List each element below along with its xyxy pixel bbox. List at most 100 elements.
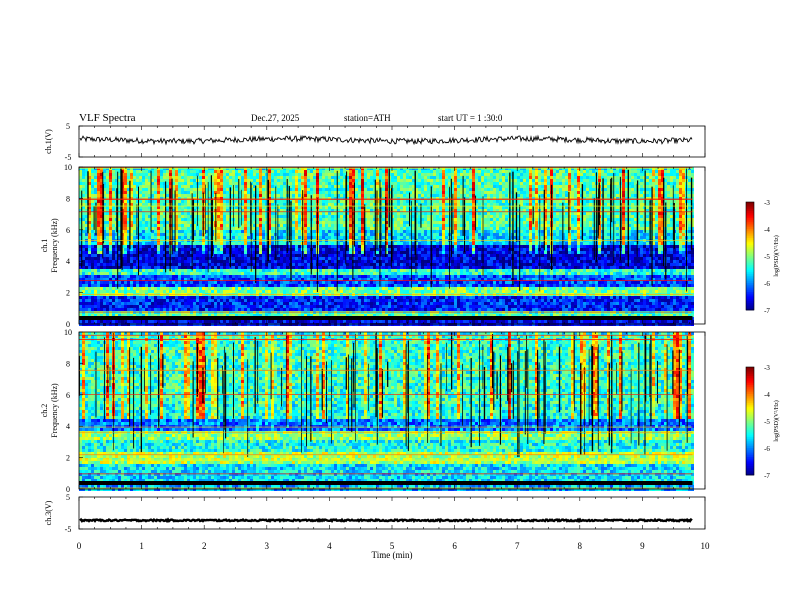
ch1-spectrogram-cell — [310, 185, 313, 188]
ch1-spectrogram-cell — [346, 305, 349, 308]
ch1-spectrogram-cell — [88, 233, 91, 236]
ch1-spectrogram-cell — [91, 278, 94, 281]
ch1-spectrogram-cell — [142, 245, 145, 248]
ch1-spectrogram-cell — [298, 218, 301, 221]
ch1-spectrogram-cell — [283, 311, 286, 314]
ch1-spectrogram-cell — [328, 323, 331, 326]
ch1-spectrogram-cell — [328, 281, 331, 284]
ch1-spectrogram-cell — [118, 305, 121, 308]
ch1-spectrogram-cell — [157, 218, 160, 221]
ch1-spectrogram-cell — [259, 278, 262, 281]
ch1-spectrogram-cell — [172, 212, 175, 215]
ch1-spectrogram-cell — [259, 176, 262, 179]
ch1-spectrogram-cell — [139, 206, 142, 209]
ch1-spectrogram-cell — [256, 245, 259, 248]
ch1-spectrogram-cell — [154, 281, 157, 284]
ch1-spectrogram-cell — [352, 311, 355, 314]
ch1-spectrogram-cell — [304, 296, 307, 299]
ch1-spectrogram-cell — [103, 233, 106, 236]
ch1-spectrogram-cell — [109, 308, 112, 311]
ch1-spectrogram-cell — [97, 296, 100, 299]
ch1-spectrogram-cell — [322, 176, 325, 179]
ch1-spectrogram-cell — [85, 281, 88, 284]
ch1-waveform-trace — [79, 134, 693, 146]
ch1-spectrogram-cell — [271, 260, 274, 263]
ch1-spectrogram-cell — [331, 284, 334, 287]
ch1-spectrogram-cell — [160, 323, 163, 326]
ch1-spectrogram-cell — [325, 194, 328, 197]
ch1-spectrogram-cell — [166, 296, 169, 299]
ch1-spectrogram-cell — [202, 308, 205, 311]
ch1-spectrogram-cell — [208, 311, 211, 314]
ch1-spectrogram-cell — [85, 305, 88, 308]
ch1-spectrogram-cell — [256, 227, 259, 230]
ch1-spectrogram-cell — [124, 242, 127, 245]
ch1-spectrogram-cell — [313, 257, 316, 260]
ch1-spectrogram-cell — [292, 248, 295, 251]
ch1-spectrogram-cell — [208, 278, 211, 281]
ch1-spectrogram-cell — [331, 275, 334, 278]
ch1-spectrogram-cell — [112, 197, 115, 200]
ch1-spectrogram-cell — [298, 212, 301, 215]
ch1-spectrogram-cell — [340, 284, 343, 287]
ch1-spectrogram-cell — [328, 263, 331, 266]
ch1-spectrogram-cell — [280, 230, 283, 233]
ch1-spectrogram-cell — [100, 248, 103, 251]
ch1-spectrogram-cell — [202, 320, 205, 323]
ch1-spectrogram-cell — [226, 221, 229, 224]
ch1-spectrogram-cell — [166, 218, 169, 221]
ch1-spectrogram-cell — [136, 263, 139, 266]
ch1-spectrogram-cell — [307, 176, 310, 179]
ch1-spectrogram-cell — [232, 290, 235, 293]
ch1-spectrogram-cell — [175, 278, 178, 281]
ch1-spectrogram-cell — [247, 260, 250, 263]
ch1-spectrogram-cell — [118, 287, 121, 290]
ch1-spectrogram-cell — [214, 245, 217, 248]
ch1-spectrogram-cell — [259, 200, 262, 203]
ch1-spectrogram-cell — [145, 197, 148, 200]
ch1-spectrogram-cell — [136, 257, 139, 260]
ch1-spectrogram-cell — [151, 275, 154, 278]
ch1-spectrogram-cell — [214, 305, 217, 308]
ch1-spectrogram-cell — [163, 308, 166, 311]
ch1-spectrogram-cell — [220, 290, 223, 293]
ch1-spectrogram-cell — [280, 218, 283, 221]
ch1-spectrogram-cell — [154, 182, 157, 185]
ch1-spectrogram-cell — [91, 191, 94, 194]
ch1-spectrogram-cell — [181, 203, 184, 206]
ch1-spectrogram-cell — [163, 302, 166, 305]
ch1-spectrogram-cell — [247, 209, 250, 212]
ch1-spectrogram-cell — [304, 254, 307, 257]
ch1-spectrogram-cell — [145, 191, 148, 194]
ch1-spectrogram-cell — [271, 221, 274, 224]
ch1-spectrogram-cell — [262, 266, 265, 269]
ch1-spectrogram-cell — [85, 191, 88, 194]
ch1-spectrogram-cell — [133, 185, 136, 188]
ch1-spectrogram-cell — [211, 179, 214, 182]
ch1-spectrogram-cell — [109, 302, 112, 305]
ch1-spectrogram-cell — [139, 233, 142, 236]
ch1-spectrogram-cell — [220, 251, 223, 254]
ch1-spectrogram-cell — [343, 212, 346, 215]
ch1-spectrogram-cell — [106, 221, 109, 224]
ch1-spectrogram-cell — [139, 242, 142, 245]
ch1-spectrogram-cell — [295, 170, 298, 173]
ch1-spectrogram-cell — [223, 257, 226, 260]
ch1-spectrogram-cell — [115, 320, 118, 323]
ch1-spectrogram-cell — [337, 188, 340, 191]
ch1-spectrogram-cell — [82, 191, 85, 194]
ch1-spectrogram-cell — [265, 299, 268, 302]
ch1-spectrogram-cell — [349, 308, 352, 311]
ch1-spectrogram-cell — [223, 191, 226, 194]
ch1-spectrogram-cell — [124, 233, 127, 236]
ch1-spectrogram-cell — [211, 185, 214, 188]
ch1-spectrogram-cell — [136, 290, 139, 293]
ch1-spectrogram-cell — [214, 287, 217, 290]
ch1-spectrogram-cell — [292, 275, 295, 278]
ch1-spectrogram-cell — [262, 203, 265, 206]
ch1-spectrogram-cell — [220, 320, 223, 323]
ch1-spectrogram-cell — [172, 233, 175, 236]
ch1-spectrogram-cell — [181, 185, 184, 188]
ch1-spectrogram-cell — [343, 224, 346, 227]
ch1-spectrogram-cell — [352, 281, 355, 284]
